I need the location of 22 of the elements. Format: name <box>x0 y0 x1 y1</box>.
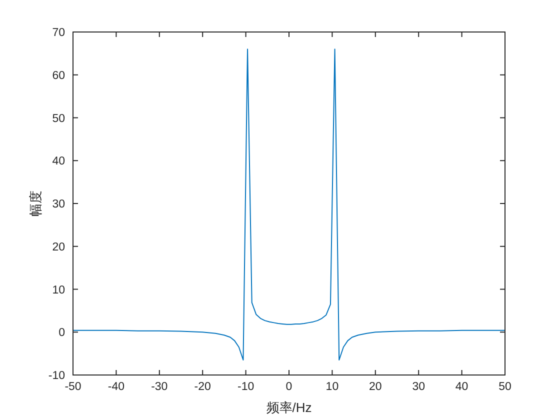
x-tick-label: -30 <box>151 381 168 393</box>
y-tick-label: 10 <box>52 284 65 296</box>
x-tick-label: -10 <box>238 381 254 393</box>
x-tick-label: 0 <box>286 381 292 393</box>
y-tick-label: 70 <box>52 27 65 39</box>
y-tick-label: 50 <box>52 112 65 125</box>
x-tick-label: 10 <box>326 381 339 393</box>
y-tick-label: -10 <box>48 370 65 382</box>
x-tick-label: 30 <box>412 381 425 393</box>
y-tick-label: 0 <box>58 327 65 340</box>
x-tick-label: -40 <box>108 381 124 393</box>
x-tick-label: 40 <box>455 381 468 393</box>
y-axis-title: 幅度 <box>28 190 43 216</box>
y-tick-label: 20 <box>52 241 65 254</box>
x-tick-label: -20 <box>194 381 211 393</box>
y-tick-label: 40 <box>52 156 65 168</box>
x-tick-label: 20 <box>369 381 382 393</box>
x-tick-label: 50 <box>498 381 512 393</box>
x-axis-title: 频率/Hz <box>266 400 312 415</box>
y-tick-label: 60 <box>52 70 65 82</box>
x-tick-label: -50 <box>64 381 82 393</box>
y-tick-label: 30 <box>52 198 65 210</box>
